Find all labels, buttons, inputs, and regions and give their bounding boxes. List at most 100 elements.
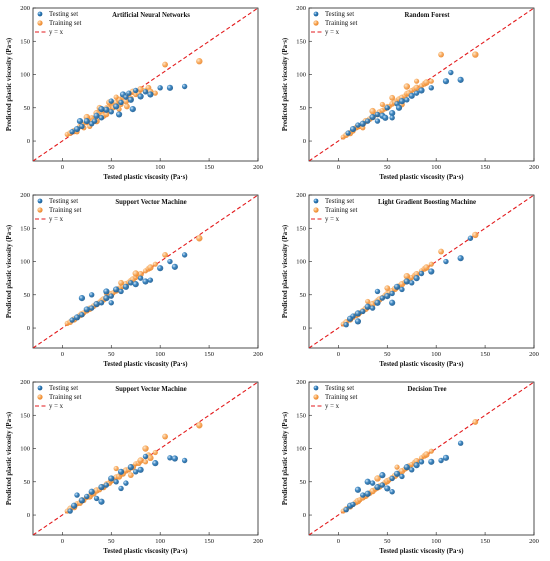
y-tick-label: 50 bbox=[24, 292, 31, 299]
training-point bbox=[152, 90, 158, 96]
legend-testing-marker bbox=[313, 11, 319, 17]
testing-point bbox=[403, 278, 410, 285]
x-axis-label: Tested plastic viscosity (Pa·s) bbox=[379, 361, 463, 368]
testing-point bbox=[93, 300, 100, 308]
testing-point bbox=[343, 322, 349, 328]
y-axis-label: Predicted plastic viscosity (Pa·s) bbox=[282, 38, 289, 131]
x-tick-label: 100 bbox=[155, 538, 165, 545]
training-point bbox=[124, 103, 130, 110]
testing-point bbox=[108, 475, 115, 482]
x-tick-label: 200 bbox=[529, 538, 539, 545]
testing-point bbox=[108, 109, 114, 115]
testing-point bbox=[98, 300, 105, 306]
y-axis-label: Predicted plastic viscosity (Pa·s) bbox=[282, 225, 289, 318]
legend-training-label: Training set bbox=[325, 20, 358, 27]
legend-testing-marker bbox=[313, 198, 319, 204]
testing-point bbox=[350, 313, 356, 319]
testing-point bbox=[108, 98, 114, 104]
x-axis-label: Tested plastic viscosity (Pa·s) bbox=[103, 174, 187, 181]
testing-point bbox=[364, 478, 371, 485]
testing-point bbox=[393, 283, 401, 290]
legend-training-marker bbox=[313, 207, 319, 213]
plot-frame bbox=[308, 194, 535, 349]
testing-point bbox=[128, 280, 134, 286]
legend-testing-marker bbox=[313, 385, 319, 391]
testing-point bbox=[409, 467, 415, 473]
testing-point bbox=[103, 106, 110, 113]
y-tick-label: 50 bbox=[24, 479, 31, 486]
testing-point bbox=[115, 111, 123, 118]
testing-point bbox=[181, 252, 188, 258]
y-tick-label: 150 bbox=[296, 38, 306, 45]
testing-point bbox=[93, 112, 100, 119]
training-point bbox=[196, 58, 203, 65]
y-tick-label: 200 bbox=[296, 192, 306, 199]
testing-point bbox=[408, 92, 415, 99]
y-tick-label: 150 bbox=[296, 225, 306, 232]
testing-point bbox=[103, 288, 110, 295]
testing-point bbox=[374, 118, 381, 124]
testing-point bbox=[79, 123, 85, 130]
testing-point bbox=[398, 98, 406, 105]
testing-point bbox=[389, 299, 396, 306]
testing-point bbox=[393, 470, 401, 477]
y-tick-label: 150 bbox=[296, 412, 306, 419]
legend-reference-label: y = x bbox=[49, 29, 64, 36]
testing-point bbox=[133, 87, 139, 94]
x-tick-label: 100 bbox=[155, 351, 165, 358]
testing-point bbox=[374, 288, 381, 295]
testing-point bbox=[108, 293, 114, 299]
legend-testing-label: Testing set bbox=[325, 198, 354, 205]
x-axis-label: Tested plastic viscosity (Pa·s) bbox=[103, 361, 187, 368]
testing-point bbox=[399, 473, 405, 480]
y-tick-label: 100 bbox=[20, 446, 30, 453]
testing-point bbox=[382, 114, 389, 121]
x-tick-label: 150 bbox=[480, 538, 490, 545]
y-tick-label: 0 bbox=[303, 512, 306, 519]
legend-reference-label: y = x bbox=[325, 29, 340, 36]
training-point bbox=[196, 235, 203, 242]
chart-panel-3: 0 50 100 150 200 0 50 100 150 200 Tested plastic v… bbox=[6, 192, 263, 368]
y-tick-label: 50 bbox=[300, 292, 307, 299]
legend-testing-label: Testing set bbox=[49, 198, 78, 205]
plot-frame bbox=[308, 7, 535, 162]
x-tick-label: 50 bbox=[384, 351, 391, 358]
testing-point bbox=[88, 488, 95, 495]
legend-reference-label: y = x bbox=[49, 216, 64, 223]
y-axis-label: Predicted plastic viscosity (Pa·s) bbox=[282, 412, 289, 505]
testing-point bbox=[395, 104, 403, 111]
testing-point bbox=[389, 475, 395, 482]
reference-line bbox=[33, 8, 258, 161]
testing-point bbox=[93, 495, 100, 502]
legend-training-label: Training set bbox=[49, 20, 82, 27]
testing-point bbox=[457, 440, 464, 446]
x-tick-label: 150 bbox=[204, 164, 214, 171]
y-tick-label: 100 bbox=[296, 259, 306, 266]
testing-point bbox=[142, 278, 149, 285]
testing-point bbox=[132, 281, 139, 288]
y-tick-label: 150 bbox=[20, 412, 30, 419]
plot-area bbox=[309, 382, 534, 535]
training-point bbox=[103, 111, 110, 118]
legend-reference-label: y = x bbox=[49, 403, 64, 410]
training-point bbox=[162, 61, 168, 68]
testing-point bbox=[113, 103, 120, 110]
testing-point bbox=[349, 125, 357, 133]
testing-point bbox=[73, 125, 81, 133]
testing-point bbox=[364, 303, 371, 310]
legend-training-marker bbox=[37, 20, 43, 26]
testing-point bbox=[350, 501, 356, 508]
plot-area bbox=[33, 195, 258, 348]
training-point bbox=[137, 85, 144, 93]
testing-point bbox=[413, 275, 420, 282]
training-point bbox=[472, 231, 479, 239]
testing-point bbox=[443, 258, 449, 265]
testing-point bbox=[418, 87, 425, 94]
x-tick-label: 100 bbox=[431, 351, 441, 358]
testing-point bbox=[142, 89, 149, 95]
testing-point bbox=[137, 93, 144, 100]
x-tick-label: 50 bbox=[108, 538, 115, 545]
testing-point bbox=[360, 308, 366, 315]
training-point bbox=[152, 261, 158, 267]
